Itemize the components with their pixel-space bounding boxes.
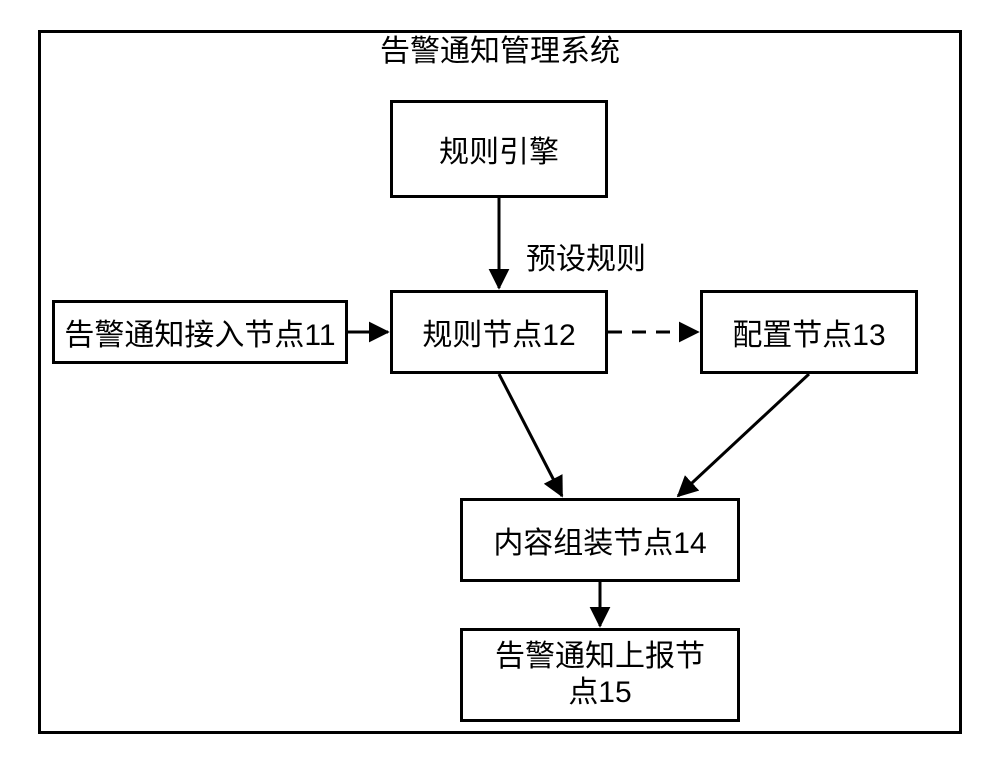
edge-label-preset-rule: 预设规则 (526, 234, 646, 278)
node-rule-engine: 规则引擎 (390, 100, 608, 198)
node-label: 告警通知接入节点11 (64, 310, 335, 354)
node-access: 告警通知接入节点11 (52, 300, 348, 364)
node-label: 内容组装节点14 (493, 518, 706, 562)
node-assemble: 内容组装节点14 (460, 498, 740, 582)
node-label: 告警通知上报节 点15 (495, 639, 705, 711)
node-report: 告警通知上报节 点15 (460, 628, 740, 722)
node-label: 规则节点12 (422, 310, 575, 354)
diagram-canvas: 告警通知管理系统 规则引擎 告警通知接入节点11 规则节点12 配置节点13 内… (0, 0, 1000, 764)
node-label: 配置节点13 (732, 310, 885, 354)
node-config: 配置节点13 (700, 290, 918, 374)
node-label: 规则引擎 (439, 127, 559, 171)
diagram-title: 告警通知管理系统 (380, 26, 620, 70)
node-rule: 规则节点12 (390, 290, 608, 374)
